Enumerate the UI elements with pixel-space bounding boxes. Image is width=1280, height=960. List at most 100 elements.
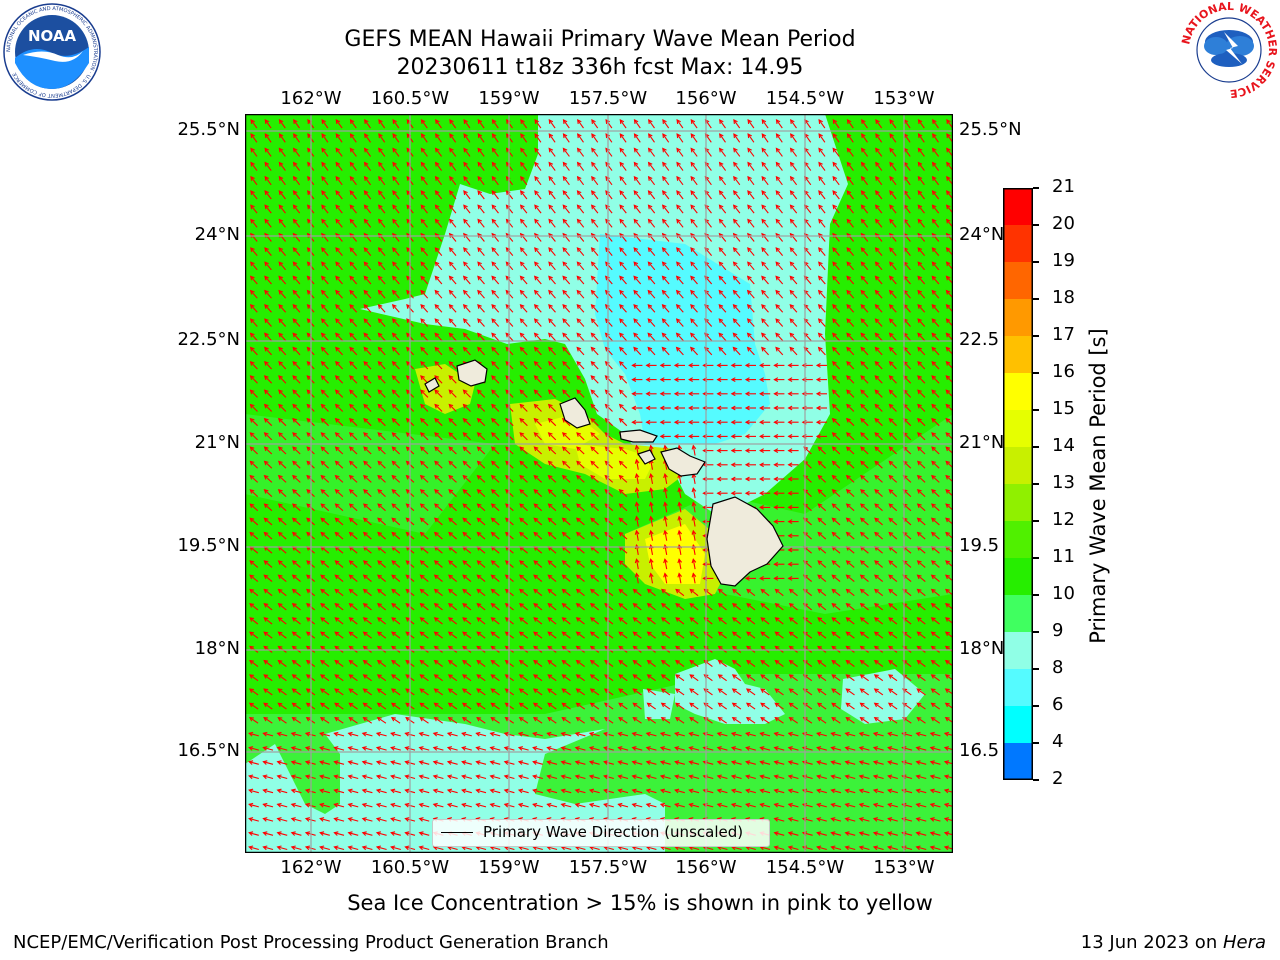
wave-arrow-head: [815, 391, 821, 397]
wave-arrow: [788, 775, 799, 780]
wave-arrow: [320, 560, 330, 568]
wave-arrow-head: [717, 631, 723, 637]
wave-arrow: [831, 775, 842, 780]
wave-arrow: [647, 233, 656, 242]
wave-arrow-head: [519, 318, 525, 324]
wave-arrow: [589, 761, 600, 765]
wave-arrow: [775, 304, 784, 313]
wave-arrow: [334, 746, 345, 751]
wave-arrow: [903, 347, 912, 356]
wave-arrow-head: [831, 474, 837, 480]
wave-arrow: [547, 603, 557, 611]
wave-arrow: [562, 617, 571, 625]
wave-arrow: [378, 219, 386, 228]
wave-arrow-head: [832, 218, 838, 224]
wave-arrow-head: [533, 304, 539, 309]
wave-arrow-head: [392, 204, 397, 210]
wave-arrow: [491, 332, 500, 342]
wave-arrow-head: [689, 602, 695, 608]
wave-arrow-head: [759, 391, 764, 397]
wave-arrow-head: [816, 688, 822, 693]
wave-arrow: [860, 475, 869, 483]
wave-arrow-head: [646, 602, 652, 608]
wave-arrow: [277, 775, 288, 780]
wave-arrow: [789, 290, 798, 299]
wave-arrow: [562, 304, 571, 313]
wave-arrow-head: [659, 363, 665, 368]
wave-arrow-head: [591, 161, 596, 167]
wave-arrow: [320, 574, 330, 583]
wave-arrow-head: [690, 190, 696, 196]
wave-arrow: [293, 204, 301, 214]
wave-arrow-head: [617, 788, 623, 794]
wave-arrow-head: [562, 190, 568, 196]
wave-arrow-head: [744, 405, 750, 411]
wave-arrow-head: [818, 175, 823, 181]
wave-arrow: [618, 674, 628, 682]
wave-arrow: [278, 674, 287, 682]
wave-arrow: [746, 732, 756, 737]
wave-arrow-head: [262, 802, 268, 808]
wave-arrow: [277, 688, 287, 696]
wave-arrow-head: [603, 774, 609, 780]
wave-arrow: [548, 389, 557, 398]
wave-arrow-head: [917, 346, 922, 352]
wave-arrow: [818, 233, 826, 242]
wave-arrow: [420, 631, 429, 639]
wave-arrow-head: [319, 788, 325, 794]
wave-arrow: [363, 688, 373, 696]
wave-arrow-head: [548, 360, 553, 366]
wave-arrow-head: [761, 261, 766, 267]
wave-arrow: [719, 119, 726, 129]
wave-arrow: [349, 560, 358, 568]
wave-arrow: [903, 276, 911, 285]
wave-arrow: [889, 290, 897, 299]
wave-arrow: [860, 517, 869, 526]
wave-arrow-head: [646, 702, 652, 708]
wave-arrow-head: [561, 617, 567, 622]
wave-arrow: [563, 119, 570, 129]
wave-arrow-head: [662, 161, 667, 167]
wave-arrow: [846, 446, 855, 455]
wave-arrow-head: [663, 472, 668, 479]
wave-arrow-head: [860, 289, 866, 295]
wave-arrow: [875, 219, 883, 228]
wave-arrow-head: [717, 674, 723, 679]
wave-arrow-head: [377, 375, 383, 381]
wave-arrow: [775, 589, 784, 597]
wave-arrow-head: [648, 133, 653, 139]
wave-arrow: [377, 546, 386, 554]
wave-arrow-head: [576, 432, 582, 437]
wave-arrow: [591, 261, 599, 271]
wave-arrow: [420, 560, 429, 568]
wave-arrow-head: [519, 332, 525, 338]
wave-arrow: [377, 503, 386, 512]
wave-arrow-head: [476, 446, 482, 452]
wave-arrow: [363, 233, 372, 242]
wave-arrow: [377, 347, 386, 356]
wave-arrow: [419, 775, 430, 780]
wave-arrow-head: [845, 517, 851, 523]
wave-arrow-head: [576, 489, 581, 494]
wave-arrow: [661, 589, 671, 597]
wave-arrow-head: [732, 332, 738, 338]
wave-arrow: [775, 190, 783, 200]
wave-arrow: [562, 261, 571, 271]
wave-arrow: [476, 674, 486, 682]
wave-arrow-head: [716, 391, 722, 397]
wave-arrow: [490, 732, 501, 737]
wave-arrow: [263, 603, 273, 611]
wave-arrow-head: [377, 574, 383, 580]
wave-arrow-head: [760, 688, 766, 693]
wave-arrow-head: [874, 389, 880, 395]
wave-arrow-head: [588, 788, 595, 794]
wave-arrow-head: [306, 574, 312, 580]
wave-arrow: [845, 746, 856, 751]
wave-arrow-head: [405, 403, 411, 409]
wave-arrow-head: [491, 318, 496, 324]
wave-arrow-head: [832, 161, 838, 167]
wave-arrow-head: [420, 275, 426, 281]
wave-arrow-head: [931, 389, 937, 395]
wave-arrow: [434, 574, 443, 583]
wave-arrow-head: [291, 702, 297, 708]
